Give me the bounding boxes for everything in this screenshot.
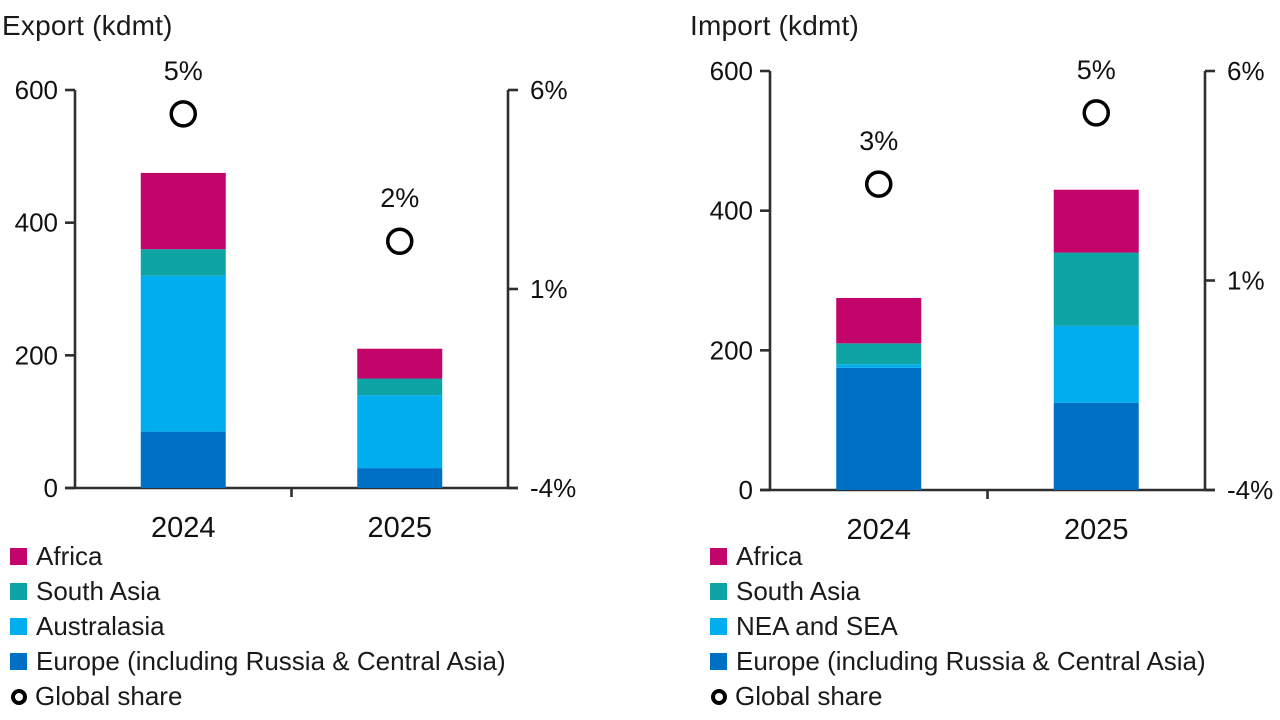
import-value-axis-tick-label: 400: [710, 196, 753, 226]
legend-label: NEA and SEA: [736, 611, 898, 641]
legend-item-south-asia: South Asia: [710, 574, 1206, 609]
export-bar-2025-africa: [357, 348, 443, 379]
legend-item-global-share: Global share: [10, 679, 506, 714]
export-chart-title: Export (kdmt): [2, 10, 173, 41]
europe-including-russia-central-asia-swatch-icon: [10, 653, 27, 670]
import-share-axis-tick-label: 6%: [1227, 56, 1265, 86]
south-asia-swatch-icon: [710, 583, 727, 600]
legend-item-nea-and-sea: NEA and SEA: [710, 609, 1206, 644]
import-plot-area: 600 400 200 0 6% 1% -4% 2024 3% 2025 5%: [710, 55, 1274, 546]
export-bar-2025-south-asia: [357, 378, 443, 396]
legend-item-south-asia: South Asia: [10, 574, 506, 609]
import-global-share-marker-2024: [865, 170, 893, 198]
africa-swatch-icon: [10, 548, 27, 565]
export-value-axis-tick-label: 0: [44, 473, 58, 503]
import-chart-title: Import (kdmt): [690, 10, 860, 41]
export-bar-2024-south-asia: [140, 249, 226, 276]
import-category-label: 2024: [846, 514, 911, 546]
global-share-marker-icon: [711, 688, 727, 705]
import-global-share-marker-2025: [1082, 99, 1110, 127]
legend-label: Africa: [36, 541, 103, 571]
import-bar-2024-africa: [836, 297, 922, 344]
import-value-axis-tick-label: 600: [710, 56, 753, 86]
export-share-axis-tick-label: 6%: [530, 75, 568, 105]
import-value-axis-tick-label: 200: [710, 335, 753, 365]
legend-label: South Asia: [36, 576, 161, 606]
import-bar-2025-south-asia: [1053, 252, 1139, 326]
legend-item-africa: Africa: [710, 539, 1206, 574]
legend-item-europe-including-russia-central-asia: Europe (including Russia & Central Asia): [710, 644, 1206, 679]
import-bar-2025-nea-and-sea: [1053, 325, 1139, 403]
export-value-axis-tick-label: 400: [15, 208, 58, 238]
import-share-axis-tick-label: -4%: [1227, 475, 1273, 505]
legend-item-europe-including-russia-central-asia: Europe (including Russia & Central Asia): [10, 644, 506, 679]
legend-label: Global share: [735, 681, 883, 711]
export-global-share-value-label: 5%: [164, 56, 203, 86]
export-share-axis-tick-label: 1%: [530, 274, 568, 304]
export-bar-2024-europe-including-russia-central-asia: [140, 431, 226, 488]
import-bar-2025-africa: [1053, 189, 1139, 253]
legend-label: Global share: [35, 681, 183, 711]
export-chart-legend: Africa South Asia Australasia Europe (inclu…: [10, 539, 506, 714]
export-bar-2024-africa: [140, 172, 226, 250]
legend-item-global-share: Global share: [710, 679, 1206, 714]
import-chart-legend: Africa South Asia NEA and SEA Europe (inclu…: [710, 539, 1206, 714]
import-bar-2025-europe-including-russia-central-asia: [1053, 402, 1139, 490]
export-global-share-marker-2025: [386, 227, 414, 255]
south-asia-swatch-icon: [10, 583, 27, 600]
africa-swatch-icon: [710, 548, 727, 565]
legend-label: Europe (including Russia & Central Asia): [736, 646, 1206, 676]
global-share-marker-icon: [11, 688, 27, 705]
export-share-axis-tick-label: -4%: [530, 473, 576, 503]
export-category-label: 2024: [151, 512, 216, 544]
import-global-share-value-label: 3%: [859, 126, 898, 156]
legend-label: South Asia: [736, 576, 861, 606]
australasia-swatch-icon: [10, 618, 27, 635]
europe-including-russia-central-asia-swatch-icon: [710, 653, 727, 670]
import-category-label: 2025: [1064, 514, 1129, 546]
export-bar-2025-europe-including-russia-central-asia: [357, 468, 443, 488]
import-bar-2024-europe-including-russia-central-asia: [836, 367, 922, 490]
export-bar-2025-australasia: [357, 395, 443, 469]
import-global-share-value-label: 5%: [1077, 55, 1116, 85]
import-bar-2024-south-asia: [836, 343, 922, 365]
export-bar-2024-australasia: [140, 275, 226, 432]
export-value-axis-tick-label: 600: [15, 75, 58, 105]
import-value-axis-tick-label: 0: [739, 475, 753, 505]
import-share-axis-tick-label: 1%: [1227, 266, 1265, 296]
export-value-axis-tick-label: 200: [15, 340, 58, 370]
import-bar-2024-nea-and-sea: [836, 364, 922, 368]
legend-item-africa: Africa: [10, 539, 506, 574]
export-global-share-marker-2024: [169, 100, 197, 128]
legend-label: Australasia: [36, 611, 165, 641]
export-global-share-value-label: 2%: [380, 183, 419, 213]
export-category-label: 2025: [367, 512, 432, 544]
export-plot-area: 600 400 200 0 6% 1% -4% 2024 5% 2025 2%: [15, 56, 577, 544]
legend-label: Africa: [736, 541, 803, 571]
legend-item-australasia: Australasia: [10, 609, 506, 644]
nea-and-sea-swatch-icon: [710, 618, 727, 635]
legend-label: Europe (including Russia & Central Asia): [36, 646, 506, 676]
